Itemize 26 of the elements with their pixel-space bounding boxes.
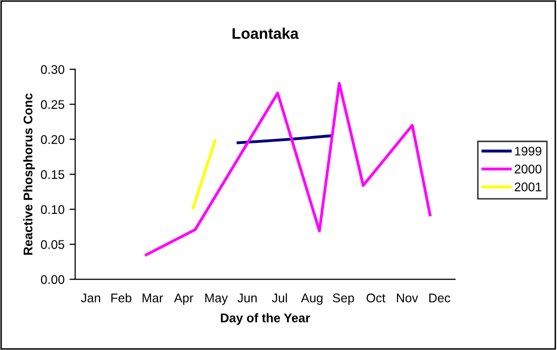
y-tick-label: 0.05 (40, 240, 64, 249)
x-tick-label: Jul (272, 293, 287, 302)
x-tick-label: Jun (238, 294, 257, 302)
x-tick-label: Jan (80, 294, 100, 302)
x-tick-label: Mar (142, 294, 163, 302)
x-axis-title: Day of the Year (220, 313, 310, 325)
y-tick-label: 0.10 (40, 205, 64, 214)
x-tick-label: Sep (332, 294, 354, 305)
x-tick-label: Feb (111, 293, 132, 302)
x-tick-label: May (205, 294, 228, 305)
y-tick-label: 0.20 (40, 135, 64, 144)
legend-label: 2001 (514, 182, 542, 192)
x-tick-label: Aug (301, 294, 322, 305)
x-tick-label: Nov (396, 294, 418, 302)
line-series (144, 82, 432, 256)
y-tick-label: 0.30 (40, 65, 64, 74)
legend-label: 1999 (515, 146, 542, 156)
x-tick-label: Oct (366, 294, 386, 302)
y-axis-title: Reactive Phosphorus Conc (23, 93, 35, 255)
x-tick-label: Apr (174, 294, 194, 305)
chart-title: Loantaka (232, 28, 299, 39)
legend-label: 2000 (514, 164, 542, 174)
y-tick-label: 0.15 (40, 170, 64, 179)
y-tick-label: 0.00 (40, 275, 64, 284)
y-tick-label: 0.25 (40, 100, 64, 109)
x-tick-label: Dec (429, 294, 450, 302)
